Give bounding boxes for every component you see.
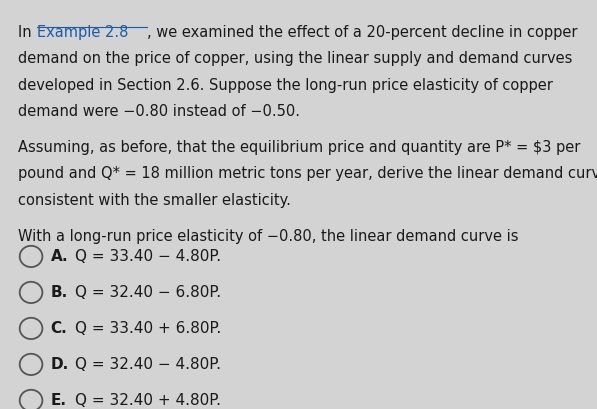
Text: Example 2.8: Example 2.8 xyxy=(37,25,128,40)
Text: With a long-run price elasticity of −0.80, the linear demand curve is: With a long-run price elasticity of −0.8… xyxy=(18,229,518,244)
Text: Q = 32.40 + 4.80P.: Q = 32.40 + 4.80P. xyxy=(75,393,221,408)
Text: Q = 32.40 − 4.80P.: Q = 32.40 − 4.80P. xyxy=(75,357,221,372)
Text: Q = 33.40 + 6.80P.: Q = 33.40 + 6.80P. xyxy=(75,321,221,336)
Text: E.: E. xyxy=(51,393,67,408)
Text: , we examined the effect of a 20-percent decline in copper: , we examined the effect of a 20-percent… xyxy=(147,25,578,40)
Text: B.: B. xyxy=(51,285,68,300)
Text: A.: A. xyxy=(51,249,69,264)
Text: In: In xyxy=(18,25,36,40)
Text: developed in Section 2.6. Suppose the long-run price elasticity of copper: developed in Section 2.6. Suppose the lo… xyxy=(18,78,553,93)
Text: consistent with the smaller elasticity.: consistent with the smaller elasticity. xyxy=(18,193,291,208)
Text: Q = 32.40 − 6.80P.: Q = 32.40 − 6.80P. xyxy=(75,285,221,300)
Text: Assuming, as before, that the equilibrium price and quantity are P* = $3 per: Assuming, as before, that the equilibriu… xyxy=(18,140,580,155)
Text: D.: D. xyxy=(51,357,69,372)
Text: Q = 33.40 − 4.80P.: Q = 33.40 − 4.80P. xyxy=(75,249,221,264)
Text: demand on the price of copper, using the linear supply and demand curves: demand on the price of copper, using the… xyxy=(18,51,573,66)
Text: C.: C. xyxy=(51,321,67,336)
Text: demand were −0.80 instead of −0.50.: demand were −0.80 instead of −0.50. xyxy=(18,104,300,119)
Text: pound and Q* = 18 million metric tons per year, derive the linear demand curve: pound and Q* = 18 million metric tons pe… xyxy=(18,166,597,182)
